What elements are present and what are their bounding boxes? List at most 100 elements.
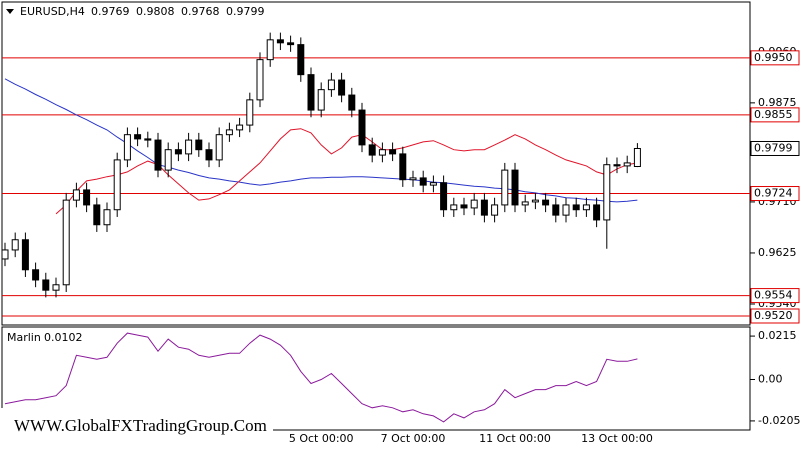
candle-body — [399, 153, 407, 181]
candle-body — [613, 164, 621, 167]
candle-body — [11, 239, 19, 251]
indicator-value: 0.0102 — [44, 331, 83, 344]
candle-body — [307, 74, 315, 111]
candle-body — [327, 79, 335, 91]
candle-body — [409, 177, 417, 181]
y-tick-label: 0.0215 — [758, 329, 797, 342]
candle-body — [205, 149, 213, 161]
candle-body — [154, 139, 162, 171]
candle-body — [32, 269, 40, 281]
candle-body — [338, 79, 346, 96]
candle-body — [368, 144, 376, 156]
level-label-box — [750, 288, 800, 304]
candle-body — [185, 139, 193, 155]
candle-body — [552, 204, 560, 216]
candle-body — [531, 199, 539, 203]
candle-body — [123, 134, 131, 161]
candle-body — [470, 199, 478, 209]
level-label: 0.9855 — [754, 108, 793, 121]
candle-body — [348, 94, 356, 111]
indicator-title: Marlin — [7, 331, 41, 344]
candle-body — [266, 39, 274, 61]
candle-body — [429, 182, 437, 186]
candle-body — [389, 149, 397, 155]
candle-body — [480, 199, 488, 216]
moving-average — [55, 128, 638, 215]
moving-average — [4, 78, 638, 203]
candle-body — [1, 249, 9, 260]
watermark-box — [0, 408, 273, 446]
candle-body — [42, 279, 50, 291]
candle-body — [317, 89, 325, 111]
level-label-box — [750, 308, 800, 324]
low-value: 0.9768 — [181, 5, 220, 18]
candle-body — [521, 201, 529, 206]
x-tick-label: 13 Oct 00:00 — [581, 432, 653, 445]
y-tick-label: 0.9625 — [758, 246, 797, 259]
candle-body — [491, 204, 499, 216]
y-tick-label: 0.00 — [758, 373, 783, 386]
candle-body — [572, 204, 580, 211]
candle-body — [276, 39, 284, 44]
candle-body — [103, 209, 111, 226]
candle-body — [297, 44, 305, 76]
candle-body — [83, 189, 91, 206]
main-pane — [1, 1, 751, 326]
level-label: 0.9724 — [754, 187, 793, 200]
candle-body — [72, 189, 80, 201]
candle-body — [542, 199, 550, 206]
candle-body — [460, 204, 468, 209]
close-value: 0.9799 — [226, 5, 265, 18]
y-tick-label: -0.0205 — [758, 414, 800, 427]
candle-body — [256, 59, 264, 101]
candle-body — [93, 204, 101, 226]
watermark: WWW.GlobalFXTradingGroup.Com — [14, 416, 267, 435]
candle-body — [174, 149, 182, 155]
candle-body — [633, 147, 641, 168]
menu-arrow — [6, 9, 14, 14]
candle-body — [195, 139, 203, 151]
open-value: 0.9769 — [91, 5, 130, 18]
candle-body — [358, 109, 366, 146]
candle-body — [450, 204, 458, 211]
symbol-title: EURUSD,H4 — [20, 5, 85, 18]
level-label: 0.9950 — [754, 51, 793, 64]
candle-body — [113, 159, 121, 211]
candle-body — [378, 149, 386, 156]
candle-body — [134, 134, 142, 140]
candle-body — [52, 284, 60, 291]
candle-body — [419, 177, 427, 186]
candle-body — [246, 99, 254, 126]
indicator-line — [4, 332, 638, 423]
candle-body — [62, 199, 70, 286]
candle-body — [511, 169, 519, 206]
indicator-pane — [1, 326, 751, 431]
level-label-box — [750, 107, 800, 123]
candle-body — [593, 204, 601, 221]
candle-body — [582, 204, 590, 211]
marks: 0.99600.98750.97100.96250.95400.99500.98… — [1, 32, 800, 445]
y-tick-label: 0.9875 — [758, 96, 797, 109]
price-label: 0.9799 — [754, 141, 793, 154]
candle-body — [215, 134, 223, 161]
candle-body — [603, 164, 611, 221]
level-label: 0.9520 — [754, 309, 793, 322]
level-label-box — [750, 50, 800, 66]
candle-body — [440, 182, 448, 211]
high-value: 0.9808 — [136, 5, 175, 18]
candle-body — [164, 149, 172, 171]
x-tick-label: 7 Oct 00:00 — [381, 432, 446, 445]
level-label: 0.9554 — [754, 289, 793, 302]
level-label-box — [750, 186, 800, 202]
price-box — [750, 140, 800, 156]
candle-body — [501, 169, 509, 206]
x-tick-label: 5 Oct 00:00 — [289, 432, 354, 445]
candle-body — [623, 162, 631, 167]
candle-body — [225, 129, 233, 136]
candle-body — [287, 42, 295, 46]
candle-body — [21, 239, 29, 271]
candle-body — [562, 204, 570, 216]
x-tick-label: 11 Oct 00:00 — [479, 432, 551, 445]
